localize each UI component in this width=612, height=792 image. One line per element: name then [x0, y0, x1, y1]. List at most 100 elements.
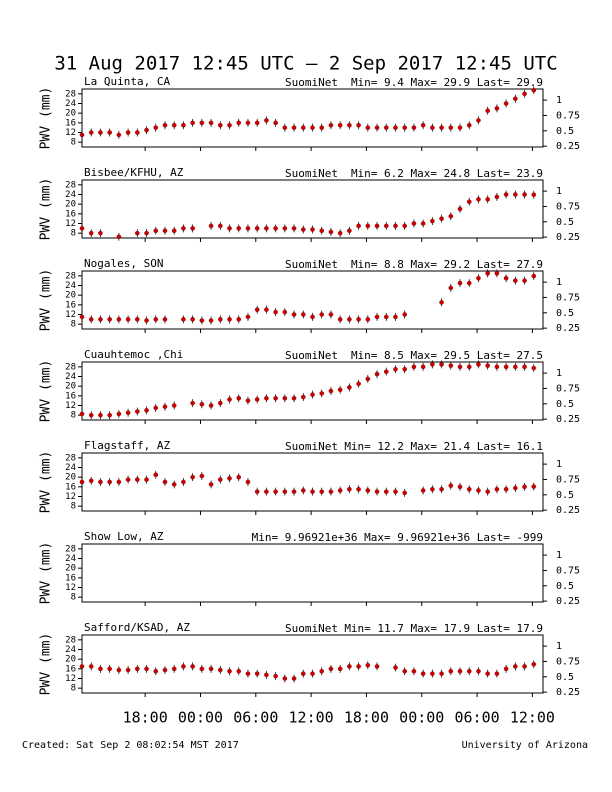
data-point [513, 364, 518, 370]
data-point [171, 482, 177, 487]
station-title: Cuauhtemoc ,Chi [84, 348, 183, 361]
data-point [522, 484, 527, 490]
y-axis-label: PWV (mm) [39, 178, 54, 241]
y2-tick-label: 0.5 [556, 672, 574, 683]
data-point [199, 318, 205, 323]
data-point [411, 364, 417, 370]
stats-label: Min= 12.2 Max= 21.4 Last= 16.1 [344, 440, 543, 453]
data-point [374, 125, 380, 130]
data-point [531, 87, 537, 93]
data-point [236, 474, 242, 480]
data-point [264, 489, 269, 494]
data-point [466, 199, 472, 205]
source-label: SuomiNet [285, 258, 338, 271]
data-point [319, 312, 325, 317]
data-point [503, 364, 509, 370]
data-point [217, 223, 223, 229]
data-point [227, 226, 232, 231]
data-point [310, 489, 315, 494]
stats-label: Min= 11.7 Max= 17.9 Last= 17.9 [344, 622, 543, 635]
data-point [365, 317, 371, 322]
data-point [273, 395, 278, 401]
data-point [393, 125, 398, 130]
data-point [273, 673, 278, 679]
data-point [190, 226, 195, 231]
data-point [291, 489, 297, 494]
data-point [522, 278, 527, 283]
data-point [254, 307, 260, 312]
data-point [107, 479, 112, 485]
y-tick-label: 20 [65, 655, 76, 665]
y-tick-label: 20 [65, 109, 76, 119]
y-tick-label: 24 [65, 281, 76, 291]
data-point [98, 130, 103, 135]
data-point [347, 664, 352, 669]
y-tick-label: 24 [65, 99, 76, 109]
data-point [107, 666, 112, 672]
y2-tick-label: 0.25 [556, 414, 580, 425]
data-point [522, 364, 527, 370]
data-point [291, 312, 297, 317]
data-point [254, 120, 260, 126]
station-title: La Quinta, CA [84, 75, 170, 88]
data-point [144, 666, 149, 672]
plot-frame [81, 179, 544, 239]
data-point [448, 285, 454, 291]
plot-frame [81, 88, 544, 148]
y-tick-label: 12 [65, 674, 76, 684]
data-point [439, 125, 444, 130]
stats-label: Min= 9.4 Max= 29.9 Last= 29.9 [351, 76, 543, 89]
data-point [466, 486, 472, 492]
y-tick-label: 16 [65, 300, 76, 310]
data-point [98, 230, 103, 236]
data-point [365, 125, 371, 130]
data-point [503, 101, 509, 106]
data-point [328, 312, 334, 317]
data-point [485, 363, 490, 368]
data-point [190, 400, 195, 406]
data-point [116, 667, 122, 673]
data-point [531, 365, 537, 371]
data-point [153, 472, 159, 478]
y-tick-label: 24 [65, 463, 76, 473]
data-point [300, 488, 306, 493]
y2-tick-label: 0.25 [556, 232, 580, 243]
data-point [494, 271, 500, 276]
y2-tick-label: 1 [556, 641, 562, 652]
x-tick-label: 06:00 [233, 709, 278, 727]
x-tick-label: 18:00 [123, 709, 168, 727]
data-point [273, 226, 278, 231]
data-point [264, 118, 269, 123]
data-point [125, 130, 131, 135]
data-point [310, 125, 315, 130]
y-tick-label: 16 [65, 573, 76, 583]
y-axis-label: PWV (mm) [39, 360, 54, 423]
y-tick-label: 16 [65, 209, 76, 219]
y-tick-label: 16 [65, 664, 76, 674]
data-point [430, 486, 435, 492]
data-point [125, 317, 131, 322]
data-point [217, 477, 223, 482]
y-tick-label: 20 [65, 200, 76, 210]
data-point [439, 300, 444, 305]
y-tick-label: 28 [65, 180, 76, 190]
y-tick-label: 16 [65, 482, 76, 492]
data-point [135, 477, 140, 482]
data-point [273, 489, 278, 494]
data-point [356, 317, 361, 322]
data-point [476, 488, 481, 493]
data-point [217, 400, 223, 406]
y-tick-label: 12 [65, 128, 76, 138]
y-tick-label: 8 [71, 411, 76, 421]
data-point [337, 317, 343, 322]
data-point [393, 223, 398, 229]
data-point [79, 411, 85, 417]
data-point [531, 192, 537, 198]
data-point [513, 278, 518, 283]
data-point [245, 479, 251, 485]
y-tick-label: 24 [65, 554, 76, 564]
data-point [135, 130, 140, 135]
y2-tick-label: 1 [556, 95, 562, 106]
data-point [457, 125, 463, 130]
station-title: Bisbee/KFHU, AZ [84, 166, 184, 179]
